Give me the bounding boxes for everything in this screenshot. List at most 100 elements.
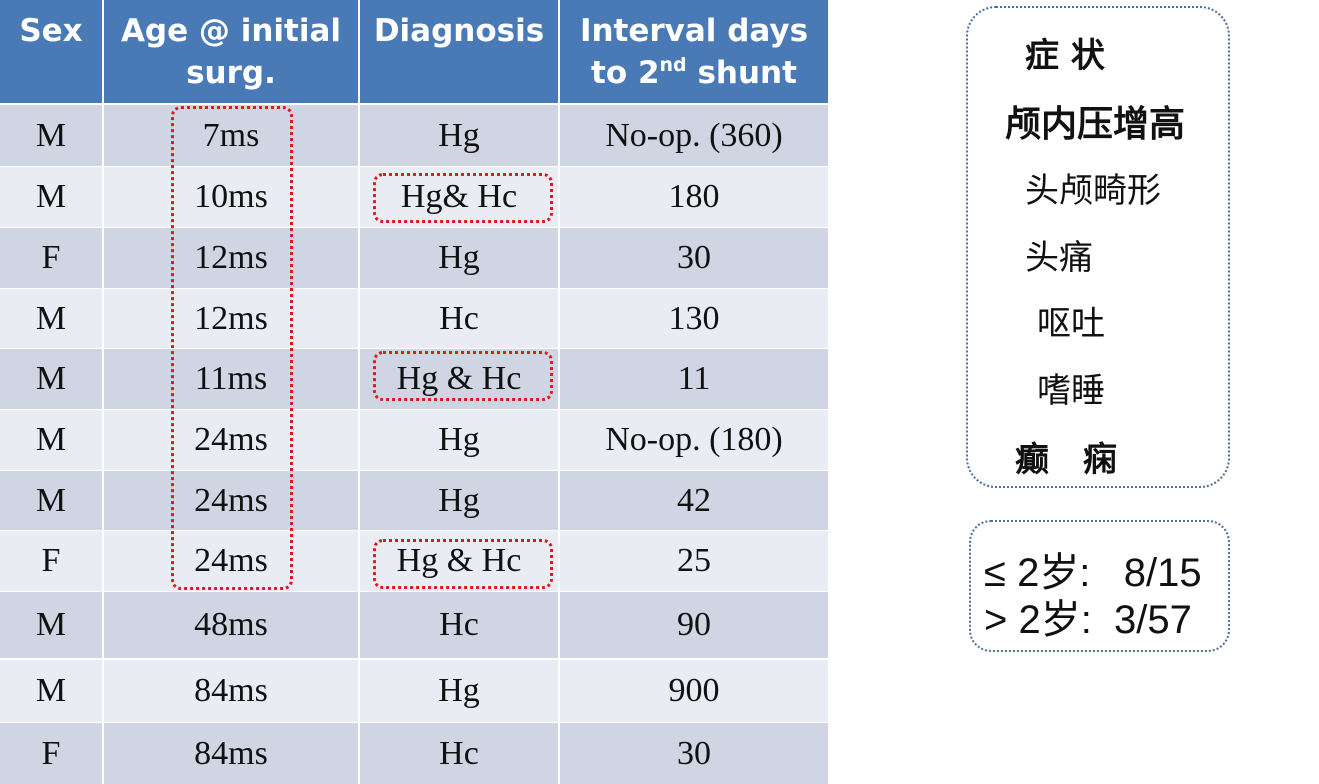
text: 10ms — [194, 178, 268, 215]
ratio: > 2岁: 3/57 — [984, 598, 1192, 642]
text: nd — [659, 54, 687, 76]
table-cell: 42 — [560, 471, 828, 530]
symptom: 癫 痫 — [1015, 440, 1117, 480]
text: Hc — [439, 606, 479, 643]
table-cell: Hc — [360, 723, 558, 784]
text: M — [35, 421, 67, 458]
table-cell: 11 — [560, 349, 828, 409]
table-cell: 7ms — [104, 105, 358, 166]
table-cell: Hg — [360, 410, 558, 470]
text: 42 — [677, 481, 711, 519]
ratio: ≤ 2岁: 8/15 — [984, 551, 1202, 595]
table-cell: 24ms — [104, 531, 358, 591]
table-cell: M — [0, 471, 102, 530]
header-cell: Sex — [0, 0, 102, 103]
table-cell: 12ms — [104, 228, 358, 288]
text: 900 — [668, 672, 720, 709]
symptom-box — [966, 6, 1230, 488]
symptom: 头痛 — [1025, 238, 1093, 278]
text: 24ms — [194, 421, 268, 458]
table-cell: Hg — [360, 105, 558, 166]
table-cell: 25 — [560, 531, 828, 591]
table-cell: No-op. (180) — [560, 410, 828, 470]
table-cell: 900 — [560, 660, 828, 722]
text: 30 — [677, 734, 711, 772]
text: Hc — [439, 734, 479, 772]
text: 12ms — [194, 239, 268, 276]
table-cell: 10ms — [104, 167, 358, 227]
text: No-op. (180) — [605, 421, 783, 458]
table-cell: Hg — [360, 228, 558, 288]
text: M — [35, 481, 67, 519]
text: 130 — [668, 299, 720, 337]
table-cell: 90 — [560, 592, 828, 658]
text: No-op. (360) — [605, 116, 783, 154]
text: Sex — [19, 13, 83, 49]
table-cell: 30 — [560, 228, 828, 288]
text: Interval days — [579, 13, 809, 49]
table-cell: M — [0, 167, 102, 227]
header-text: Interval days to 2nd shunt — [580, 10, 808, 94]
text: Hg & Hc — [396, 542, 522, 579]
text: shunt — [686, 55, 797, 91]
text: F — [41, 734, 61, 772]
table-cell: F — [0, 531, 102, 591]
table-cell: 84ms — [104, 660, 358, 722]
table-cell: 180 — [560, 167, 828, 227]
table-cell: M — [0, 105, 102, 166]
table-cell: Hg — [360, 660, 558, 722]
table-cell: 11ms — [104, 349, 358, 409]
header-cell: Interval days to 2nd shunt — [560, 0, 828, 103]
table-cell: No-op. (360) — [560, 105, 828, 166]
symptom: 呕吐 — [1037, 304, 1105, 344]
text: M — [35, 606, 67, 643]
text: Age @ initial surg. — [120, 13, 342, 91]
text: F — [41, 239, 61, 276]
text: M — [35, 178, 67, 215]
text: 11 — [677, 360, 711, 397]
symptom: 头颅畸形 — [1025, 171, 1161, 211]
table-cell: Hc — [360, 592, 558, 658]
text: 12ms — [194, 299, 268, 337]
table-cell: F — [0, 723, 102, 784]
highlight-diagnosis — [373, 173, 553, 223]
table-cell: M — [0, 592, 102, 658]
table-cell: 24ms — [104, 471, 358, 530]
header-cell: Diagnosis — [360, 0, 558, 103]
text: to 2 — [591, 55, 660, 91]
highlight-diagnosis — [373, 351, 553, 401]
table-cell: Hc — [360, 289, 558, 348]
text: Hg — [438, 239, 480, 276]
text: Hg — [438, 672, 480, 709]
ratio-box — [969, 520, 1230, 652]
text: Hg — [438, 116, 480, 154]
table-cell: 12ms — [104, 289, 358, 348]
text: 7ms — [202, 116, 260, 154]
text: 180 — [668, 178, 720, 215]
table-cell: F — [0, 228, 102, 288]
table-cell: M — [0, 410, 102, 470]
text: Hg& Hc — [400, 178, 518, 215]
symptom: 颅内压增高 — [1005, 104, 1186, 145]
text: 48ms — [194, 606, 268, 643]
text: 90 — [677, 606, 711, 643]
table-cell: Hg& Hc — [360, 167, 558, 227]
table-cell: 30 — [560, 723, 828, 784]
table-cell: M — [0, 349, 102, 409]
table-cell: M — [0, 289, 102, 348]
text: 30 — [677, 239, 711, 276]
text: Hc — [439, 299, 479, 337]
text: M — [35, 116, 67, 154]
text: Hg & Hc — [396, 360, 522, 397]
symptom: 症 状 — [1025, 36, 1105, 76]
text: Diagnosis — [373, 13, 545, 49]
text: M — [35, 672, 67, 709]
symptom: 嗜睡 — [1037, 371, 1105, 411]
text: 24ms — [194, 481, 268, 519]
text: 84ms — [194, 734, 268, 772]
header-cell: Age @ initial surg. — [104, 0, 358, 103]
highlight-age — [171, 106, 293, 590]
highlight-diagnosis — [373, 539, 553, 589]
table-cell: 48ms — [104, 592, 358, 658]
